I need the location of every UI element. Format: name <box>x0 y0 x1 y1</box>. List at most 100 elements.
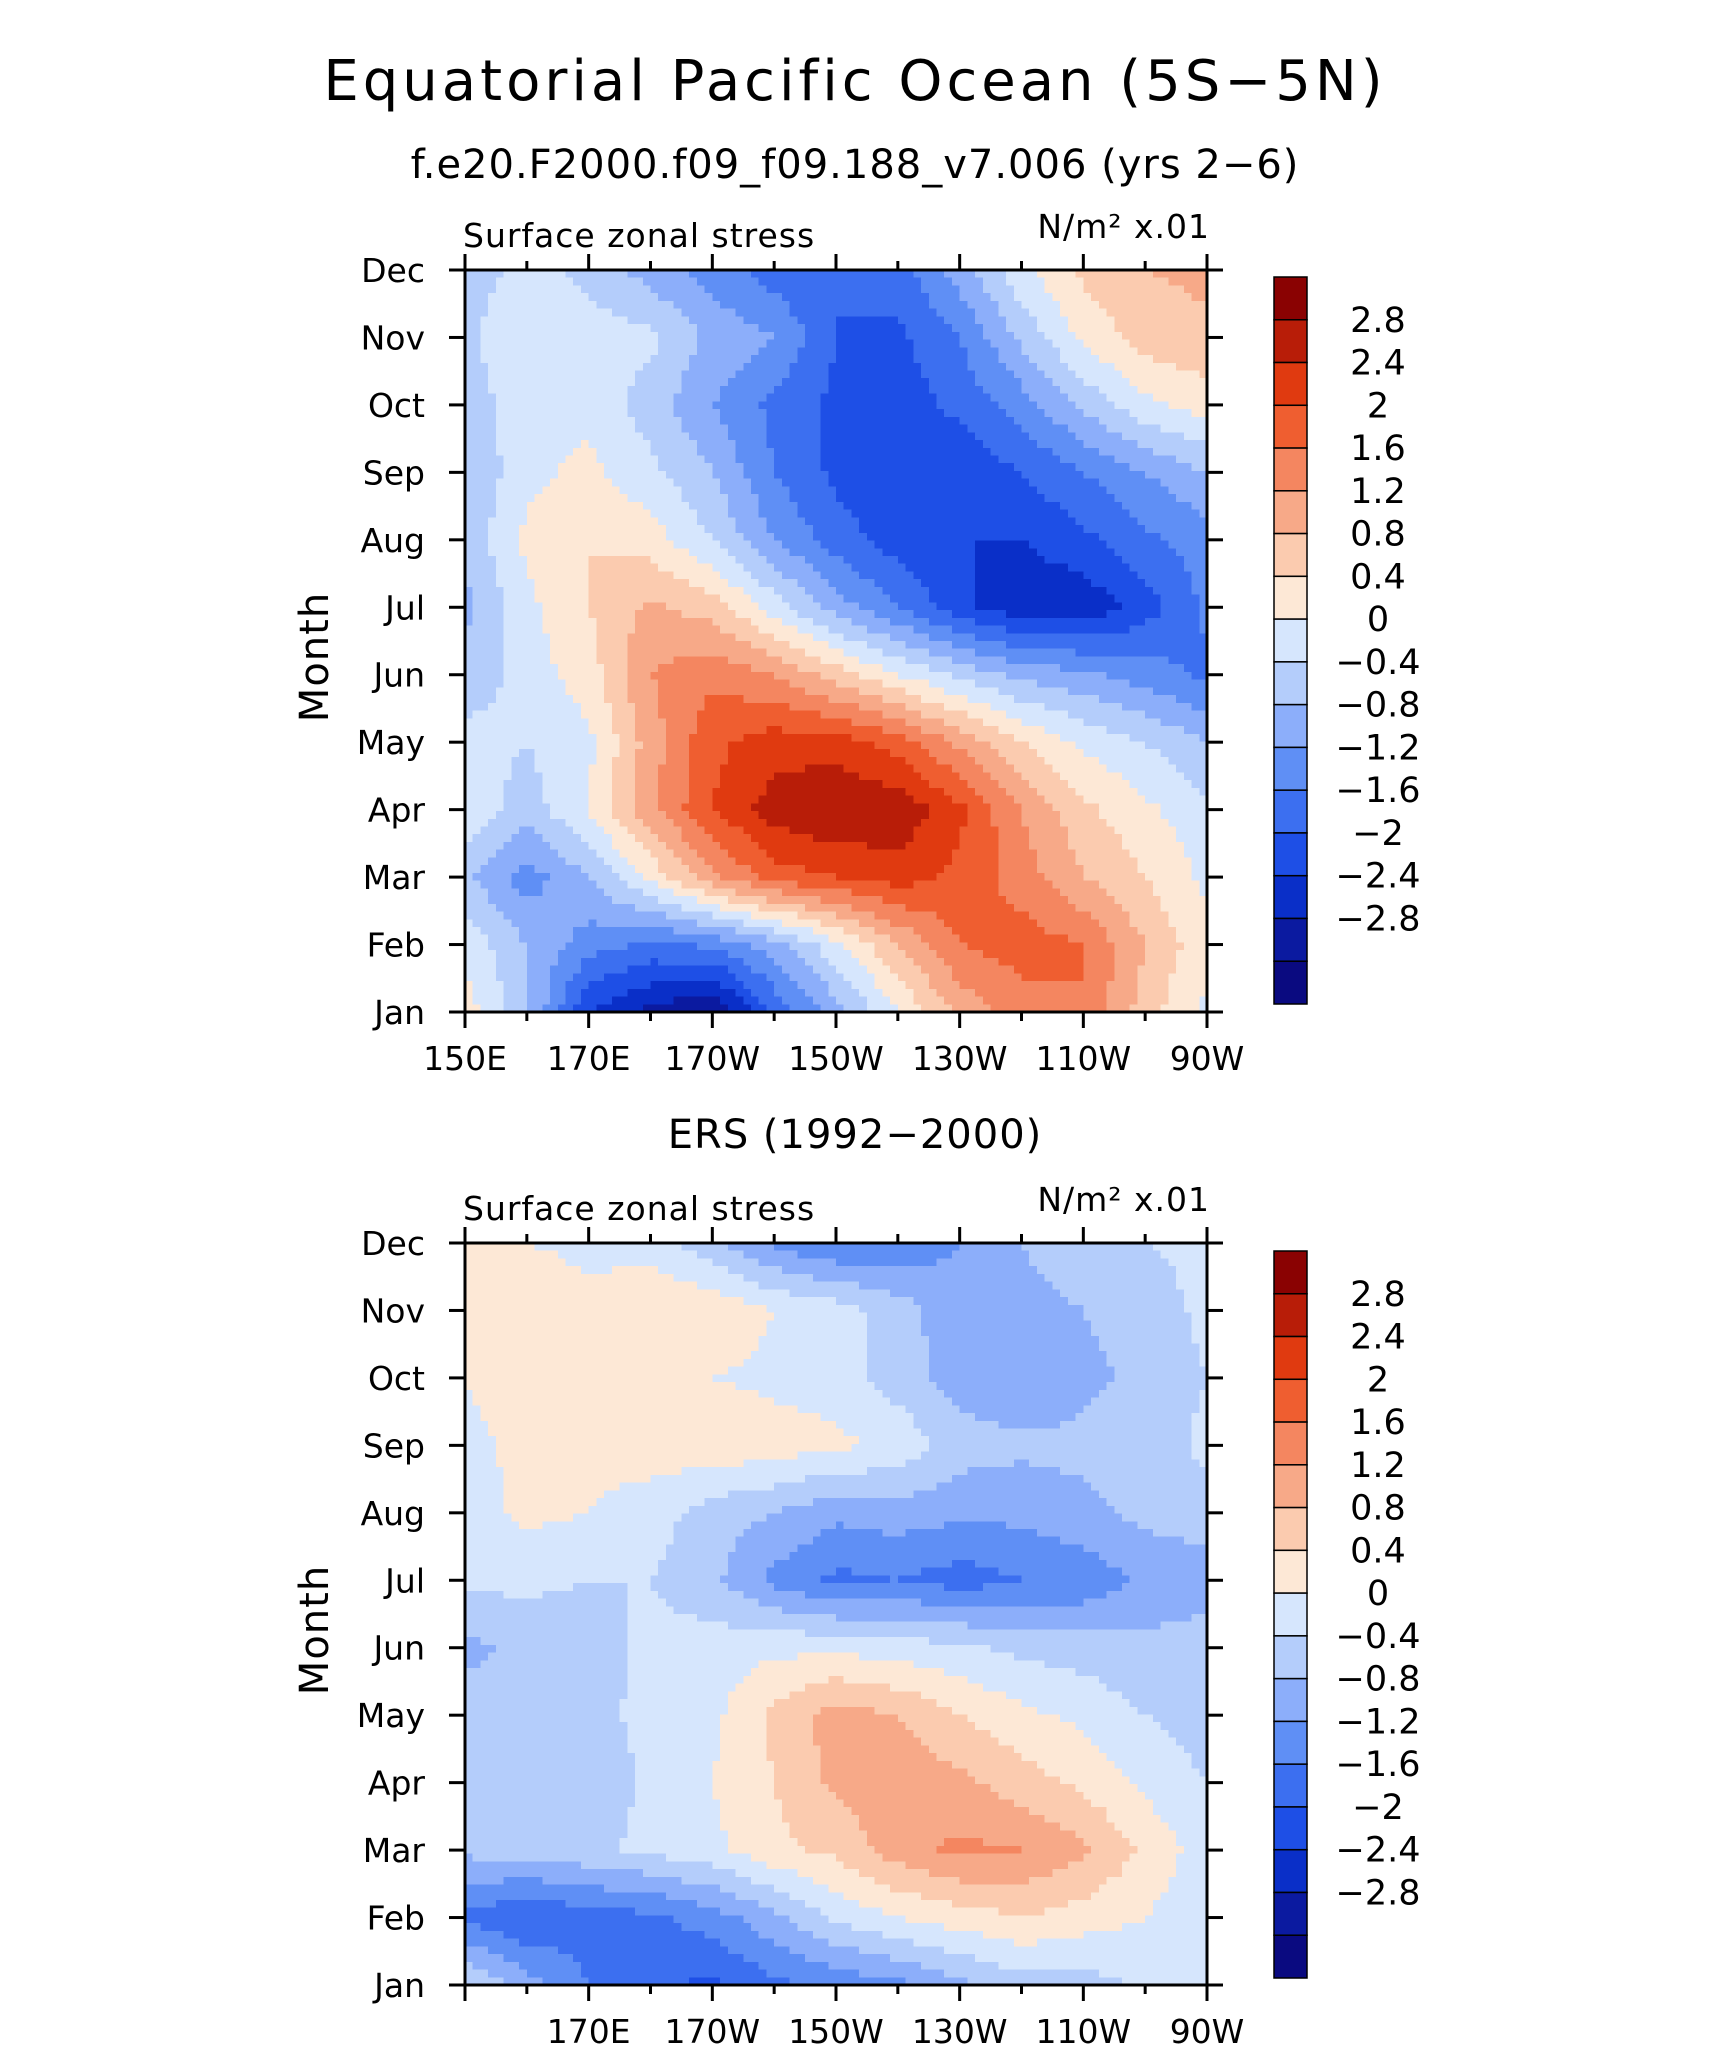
contour-cell <box>480 602 489 611</box>
contour-cell <box>758 532 768 542</box>
contour-cell <box>503 285 512 294</box>
contour-cell <box>982 501 992 511</box>
contour-cell <box>758 401 768 410</box>
contour-cell <box>465 293 474 302</box>
contour-cell <box>944 486 953 495</box>
contour-cell <box>1083 401 1092 410</box>
contour-cell <box>913 617 922 627</box>
contour-cell <box>998 409 1007 418</box>
contour-cell <box>465 501 474 511</box>
contour-cell <box>766 509 775 518</box>
contour-cell <box>542 494 551 503</box>
contour-cell <box>650 393 659 402</box>
contour-cell <box>580 432 590 441</box>
contour-cell <box>882 339 891 348</box>
contour-cell <box>1075 509 1084 518</box>
contour-cell <box>820 571 829 580</box>
contour-cell <box>812 270 822 279</box>
contour-cell <box>750 424 760 433</box>
contour-cell <box>882 331 891 341</box>
contour-cell <box>1176 563 1185 573</box>
contour-cell <box>1176 424 1185 433</box>
contour-cell <box>1021 385 1030 395</box>
contour-cell <box>526 432 536 441</box>
contour-cell <box>1145 494 1154 503</box>
contour-cell <box>704 378 713 387</box>
contour-cell <box>1044 470 1054 480</box>
contour-cell <box>465 540 474 549</box>
contour-cell <box>611 579 621 588</box>
contour-cell <box>750 463 760 472</box>
contour-cell <box>843 331 853 341</box>
contour-cell <box>1013 355 1023 364</box>
contour-cell <box>812 617 822 627</box>
contour-cell <box>696 432 706 441</box>
contour-cell <box>1052 355 1061 364</box>
contour-cell <box>1160 362 1169 372</box>
contour-cell <box>604 339 613 348</box>
contour-cell <box>843 378 853 387</box>
contour-cell <box>1006 641 1015 650</box>
contour-cell <box>998 378 1007 387</box>
contour-cell <box>936 347 945 356</box>
contour-cell <box>951 447 961 457</box>
contour-cell <box>1052 385 1061 395</box>
contour-cell <box>465 602 474 611</box>
contour-cell <box>836 633 845 642</box>
contour-cell <box>550 416 559 426</box>
contour-cell <box>542 501 551 511</box>
contour-cell <box>1067 664 1077 673</box>
contour-cell <box>975 548 984 557</box>
contour-cell <box>789 316 798 325</box>
contour-cell <box>913 432 922 441</box>
contour-cell <box>789 424 798 433</box>
contour-cell <box>921 501 930 511</box>
contour-cell <box>750 594 760 603</box>
contour-cell <box>1191 370 1200 379</box>
contour-cell <box>1168 525 1177 534</box>
contour-cell <box>1129 393 1139 402</box>
contour-cell <box>565 648 574 658</box>
contour-cell <box>866 494 876 503</box>
contour-cell <box>1152 416 1162 426</box>
contour-cell <box>851 579 860 588</box>
contour-cell <box>1036 293 1046 302</box>
contour-cell <box>588 355 597 364</box>
contour-cell <box>658 424 667 433</box>
contour-cell <box>658 470 667 480</box>
contour-cell <box>936 664 945 673</box>
contour-cell <box>1067 648 1077 658</box>
contour-cell <box>897 548 907 557</box>
contour-cell <box>921 641 930 650</box>
contour-cell <box>1013 416 1023 426</box>
contour-cell <box>511 594 520 603</box>
contour-cell <box>735 277 744 287</box>
contour-cell <box>828 416 837 426</box>
contour-cell <box>665 470 675 480</box>
contour-cell <box>1021 501 1030 511</box>
contour-cell <box>495 393 505 402</box>
contour-cell <box>1152 378 1162 387</box>
contour-cell <box>975 424 984 433</box>
contour-cell <box>627 563 636 573</box>
contour-cell <box>851 293 860 302</box>
contour-cell <box>1052 362 1061 372</box>
contour-cell <box>836 401 845 410</box>
contour-cell <box>565 540 574 549</box>
contour-cell <box>975 432 984 441</box>
contour-cell <box>635 617 644 627</box>
contour-cell <box>1137 555 1146 565</box>
contour-cell <box>696 447 706 457</box>
contour-cell <box>1029 447 1038 457</box>
contour-cell <box>619 633 628 642</box>
contour-cell <box>650 378 659 387</box>
contour-cell <box>1191 347 1200 356</box>
contour-cell <box>859 656 868 665</box>
contour-cell <box>511 470 520 480</box>
contour-cell <box>665 424 675 433</box>
contour-cell <box>1060 308 1069 317</box>
contour-cell <box>1106 602 1115 611</box>
contour-cell <box>921 470 930 480</box>
contour-cell <box>1006 409 1015 418</box>
contour-cell <box>712 633 721 642</box>
